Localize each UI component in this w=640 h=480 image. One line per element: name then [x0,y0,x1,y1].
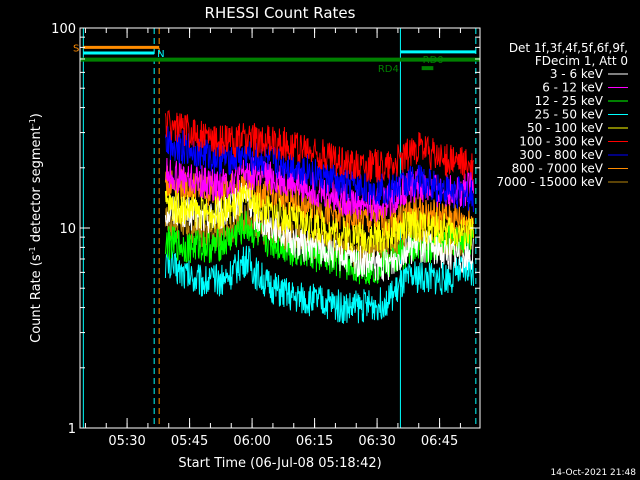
x-tick-label: 06:15 [296,434,333,449]
series-group [164,109,474,324]
legend-label: 7000 - 15000 keV [496,175,603,189]
series-line-5 [164,109,474,183]
legend: Det 1f,3f,4f,5f,6f,9f, FDecim 1, Att 0 3… [496,41,628,189]
y-axis-label: Count Rate (s-1 detector segment-1) [28,113,44,343]
y-axis-ticks: 1 10 100 [51,22,480,437]
series-line-4 [164,182,474,254]
y-label-end: ) [29,113,44,118]
y-tick-label: 100 [51,22,76,37]
series-line-3 [164,245,474,324]
x-tick-label: 06:45 [421,434,458,449]
legend-label: 3 - 6 keV [550,67,604,81]
legend-label: 100 - 300 keV [519,135,603,149]
y-label-mid: detector segment [29,126,44,246]
flag-label: N [157,49,164,60]
timestamp: 14-Oct-2021 21:48 [551,468,637,478]
legend-label: 800 - 7000 keV [512,162,604,176]
x-tick-label: 05:30 [108,434,145,449]
series-line-1 [165,157,474,222]
y-label-sup1: -1 [28,246,37,254]
x-axis-ticks: 05:30 05:45 06:00 06:15 06:30 06:45 [84,28,461,449]
x-tick-label: 06:00 [233,434,270,449]
legend-label: 12 - 25 keV [535,94,604,108]
x-tick-label: 05:45 [171,434,208,449]
legend-header-line-1: Det 1f,3f,4f,5f,6f,9f, [509,41,628,55]
flag-label: RD0 [423,55,444,66]
flag-bars: S N RD0 RD4 [73,43,480,75]
legend-label: 50 - 100 keV [527,121,604,135]
x-axis-label: Start Time (06-Jul-08 05:18:42) [178,456,381,471]
flag-label: S [73,43,79,54]
legend-header-line-2: FDecim 1, Att 0 [535,54,628,68]
y-label-main: Count Rate (s [29,254,44,343]
y-label-sup2: -1 [28,118,37,126]
legend-label: 25 - 50 keV [535,108,604,122]
y-tick-label: 10 [59,222,76,237]
series-line-7 [164,165,474,238]
plot-area: S N RD0 RD4 1 10 100 05:30 05:45 06:00 06:15 06:3… [51,22,481,449]
chart-title: RHESSI Count Rates [205,4,356,22]
x-tick-label: 06:30 [358,434,395,449]
legend-label: 6 - 12 keV [542,81,604,95]
legend-label: 300 - 800 keV [519,148,603,162]
y-tick-label: 1 [68,422,76,437]
flag-label: RD4 [378,64,399,75]
